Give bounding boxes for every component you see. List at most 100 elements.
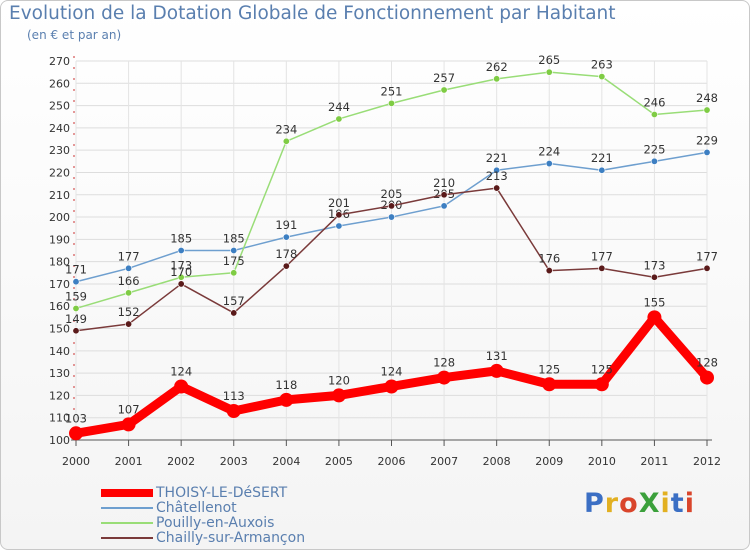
data-label: 128	[696, 356, 718, 370]
data-label: 262	[486, 60, 508, 74]
data-label: 152	[118, 305, 140, 319]
y-tick-label: 140	[49, 345, 70, 358]
x-tick-label: 2005	[325, 455, 353, 468]
x-tick-label: 2010	[588, 455, 616, 468]
legend-label: THOISY-LE-DéSERT	[156, 485, 288, 501]
x-tick-label: 2009	[535, 455, 563, 468]
data-label: 251	[381, 84, 403, 98]
data-label: 248	[696, 91, 718, 105]
data-point	[437, 370, 452, 385]
data-label: 177	[591, 249, 613, 263]
y-tick-label: 180	[49, 256, 70, 269]
data-label: 159	[65, 289, 87, 303]
data-point	[121, 417, 136, 432]
data-point	[489, 363, 504, 378]
data-label: 201	[328, 196, 350, 210]
y-tick-label: 240	[49, 122, 70, 135]
chart-subtitle: (en € et par an)	[27, 28, 122, 42]
series-pouilly-en-auxois: 159 166 173 175 234 244 251 257 262 265 263 246 248	[65, 53, 718, 312]
data-label: 185	[170, 232, 192, 246]
data-label: 210	[433, 176, 455, 190]
data-point	[177, 280, 185, 288]
data-point	[230, 247, 238, 255]
y-tick-label: 170	[49, 278, 70, 291]
data-point	[384, 379, 399, 394]
data-label: 157	[223, 294, 245, 308]
y-tick-label: 120	[49, 389, 70, 402]
data-point	[650, 157, 658, 165]
data-label: 221	[486, 151, 508, 165]
data-label: 125	[591, 362, 613, 376]
data-label: 177	[696, 249, 718, 263]
data-point	[331, 388, 346, 403]
data-label: 246	[643, 96, 665, 110]
x-tick-label: 2003	[220, 455, 248, 468]
logo-letter: o	[619, 488, 639, 519]
data-label: 166	[118, 274, 140, 288]
proxiti-logo: ProXiti	[584, 488, 695, 519]
legend-swatch	[101, 522, 153, 524]
data-label: 177	[118, 249, 140, 263]
y-tick-label: 270	[49, 55, 70, 68]
y-tick-label: 220	[49, 166, 70, 179]
data-point	[282, 137, 290, 145]
y-tick-label: 100	[49, 434, 70, 447]
data-label: 107	[118, 402, 140, 416]
logo-letter: X	[638, 488, 661, 519]
y-tick-label: 260	[49, 77, 70, 90]
chart-title: Evolution de la Dotation Globale de Fonc…	[9, 3, 616, 24]
data-point	[493, 75, 501, 83]
data-point	[703, 106, 711, 114]
legend-label: Chailly-sur-Armançon	[156, 530, 306, 546]
y-tick-label: 250	[49, 100, 70, 113]
x-tick-label: 2008	[483, 455, 511, 468]
data-label: 205	[381, 187, 403, 201]
data-point	[72, 327, 80, 335]
data-point	[542, 377, 557, 392]
data-point	[335, 222, 343, 230]
x-tick-label: 2002	[167, 455, 195, 468]
data-label: 118	[275, 378, 297, 392]
data-label: 229	[696, 133, 718, 147]
data-label: 149	[65, 312, 87, 326]
data-label: 176	[538, 252, 560, 266]
data-label: 128	[433, 356, 455, 370]
y-tick-label: 160	[49, 300, 70, 313]
data-label: 221	[591, 151, 613, 165]
data-point	[703, 264, 711, 272]
logo-letter: i	[684, 488, 695, 519]
data-label: 155	[643, 295, 665, 309]
y-tick-label: 190	[49, 233, 70, 246]
data-point	[598, 264, 606, 272]
x-tick-label: 2004	[272, 455, 300, 468]
data-label: 185	[223, 232, 245, 246]
data-point	[598, 166, 606, 174]
y-tick-label: 210	[49, 189, 70, 202]
data-point	[282, 233, 290, 241]
data-label: 131	[486, 349, 508, 363]
data-label: 178	[275, 247, 297, 261]
data-point	[72, 278, 80, 286]
x-tick-label: 2011	[640, 455, 668, 468]
data-label: 263	[591, 58, 613, 72]
y-tick-label: 230	[49, 144, 70, 157]
legend-label: Pouilly-en-Auxois	[156, 515, 275, 531]
data-label: 124	[381, 364, 403, 378]
data-label: 225	[643, 142, 665, 156]
data-point	[493, 166, 501, 174]
data-point	[230, 269, 238, 277]
data-label: 173	[170, 258, 192, 272]
data-label: 213	[486, 169, 508, 183]
x-tick-label: 2001	[115, 455, 143, 468]
data-label: 173	[643, 258, 665, 272]
data-point	[335, 115, 343, 123]
legend-swatch	[101, 507, 153, 509]
data-label: 265	[538, 53, 560, 67]
data-point	[387, 202, 395, 210]
x-tick-label: 2007	[430, 455, 458, 468]
y-tick-label: 150	[49, 323, 70, 336]
logo-letter: P	[584, 488, 605, 519]
x-tick-label: 2012	[693, 455, 721, 468]
legend-swatch	[101, 537, 153, 539]
